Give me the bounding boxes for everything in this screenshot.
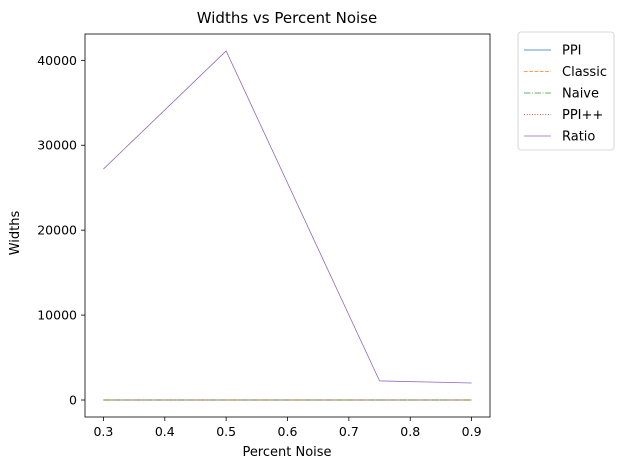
legend-label: PPI++ xyxy=(562,108,603,123)
legend-label: Ratio xyxy=(562,130,595,145)
x-axis-ticks: 0.3 0.4 0.5 0.6 0.7 0.8 0.9 xyxy=(93,417,482,439)
legend-label: Naive xyxy=(562,87,599,102)
legend: PPI Classic Naive PPI++ Ratio xyxy=(517,31,615,151)
y-tick-label: 40000 xyxy=(37,53,77,68)
x-axis-label: Percent Noise xyxy=(242,445,331,460)
legend-items: PPI Classic Naive PPI++ Ratio xyxy=(524,44,607,145)
y-tick-label: 10000 xyxy=(37,308,77,323)
plot-area: 0.3 0.4 0.5 0.6 0.7 0.8 0.9 0 10000 20000 30000 40… xyxy=(37,33,491,439)
y-axis-label: Widths xyxy=(8,211,23,256)
y-axis-ticks: 0 10000 20000 30000 40000 xyxy=(37,53,85,408)
chart-title: Widths vs Percent Noise xyxy=(197,9,377,27)
x-tick-label: 0.8 xyxy=(400,424,420,439)
x-tick-label: 0.3 xyxy=(93,424,113,439)
x-tick-label: 0.5 xyxy=(216,424,236,439)
legend-label: PPI xyxy=(562,44,582,59)
series-line-ratio xyxy=(103,50,472,384)
x-tick-label: 0.6 xyxy=(278,424,298,439)
series-layer xyxy=(103,50,472,401)
y-tick-label: 30000 xyxy=(37,138,77,153)
x-tick-label: 0.4 xyxy=(155,424,175,439)
x-tick-label: 0.7 xyxy=(339,424,359,439)
legend-box xyxy=(517,31,615,151)
y-tick-label: 20000 xyxy=(37,223,77,238)
x-tick-label: 0.9 xyxy=(462,424,482,439)
y-tick-label: 0 xyxy=(69,393,77,408)
legend-label: Classic xyxy=(562,65,607,80)
